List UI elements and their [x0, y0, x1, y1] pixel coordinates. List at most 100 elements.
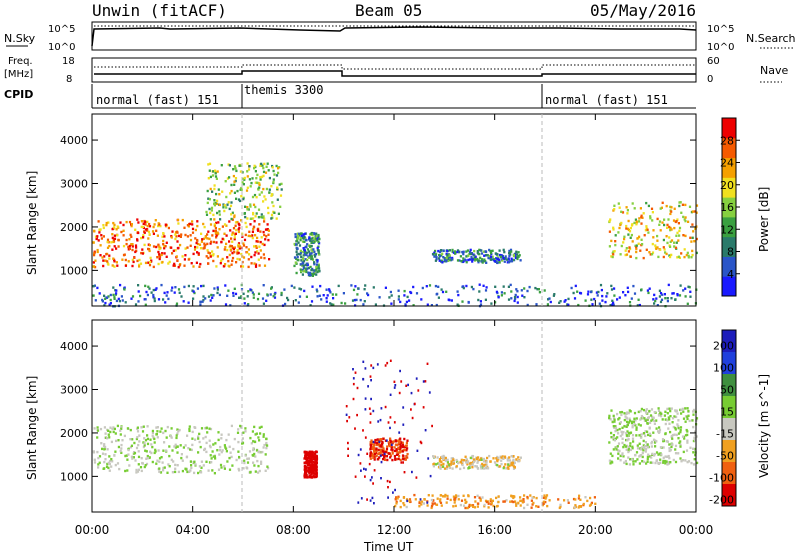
velocity-cell — [314, 475, 317, 478]
velocity-cell — [364, 397, 367, 400]
power-cell — [162, 239, 165, 243]
velocity-cell — [393, 380, 396, 383]
power-cell — [117, 245, 120, 248]
velocity-cell — [469, 504, 473, 507]
power-cell — [693, 240, 696, 243]
power-cell — [498, 249, 501, 252]
power-cell — [213, 204, 216, 207]
velocity-cell — [609, 462, 612, 465]
colorbar-swatch — [722, 197, 736, 218]
power-cell — [458, 250, 461, 254]
velocity-cell — [677, 419, 680, 422]
power-cell — [462, 252, 465, 256]
velocity-cell — [109, 430, 112, 434]
power-cell — [516, 301, 519, 304]
velocity-cell — [366, 452, 369, 455]
power-cell — [298, 287, 301, 290]
velocity-cell — [217, 438, 220, 442]
velocity-cell — [487, 467, 490, 470]
velocity-cell — [136, 426, 139, 429]
velocity-cell — [617, 452, 620, 455]
power-cell — [500, 291, 503, 294]
power-cell — [262, 187, 265, 191]
power-cell — [233, 246, 236, 249]
velocity-cell — [156, 430, 159, 433]
power-cell — [620, 210, 623, 213]
power-cell — [173, 262, 176, 266]
velocity-cell — [364, 408, 367, 411]
power-cell — [227, 201, 230, 204]
power-cell — [657, 255, 660, 259]
power-cell — [152, 293, 155, 297]
velocity-cell — [670, 407, 673, 410]
power-cell — [684, 219, 687, 223]
velocity-cell — [391, 448, 394, 452]
power-cell — [574, 284, 577, 288]
power-cell — [191, 289, 194, 292]
velocity-cell — [174, 470, 177, 474]
velocity-cell — [636, 447, 640, 450]
velocity-cell — [625, 462, 628, 466]
velocity-cell — [513, 495, 516, 498]
velocity-cell — [624, 445, 627, 448]
velocity-cell — [464, 506, 467, 510]
velocity-cell — [405, 441, 408, 445]
velocity-cell — [159, 430, 162, 433]
power-cell — [307, 271, 310, 274]
power-cell — [256, 250, 259, 253]
velocity-cell — [257, 471, 260, 474]
power-cell — [191, 223, 194, 226]
velocity-cell — [137, 463, 140, 466]
velocity-cell — [252, 440, 255, 443]
power-cell — [249, 205, 252, 208]
power-cell — [500, 294, 503, 297]
velocity-cell — [512, 500, 515, 504]
power-cell — [302, 247, 305, 250]
power-cell — [318, 237, 321, 241]
velocity-cell — [395, 449, 398, 453]
velocity-cell — [158, 467, 161, 470]
power-cell — [229, 192, 232, 195]
power-cell — [190, 262, 193, 265]
power-cell — [433, 255, 436, 258]
velocity-cell — [657, 430, 660, 433]
velocity-frame — [91, 319, 697, 513]
velocity-cell — [506, 459, 509, 462]
power-cell — [548, 297, 551, 300]
power-cell — [256, 297, 260, 301]
power-cell — [558, 301, 561, 304]
velocity-cell — [315, 472, 318, 475]
power-cell — [199, 247, 203, 250]
velocity-cell — [220, 433, 223, 436]
velocity-cell — [97, 456, 100, 460]
power-cell — [136, 259, 139, 263]
power-cell — [189, 238, 193, 242]
velocity-cell — [465, 461, 468, 464]
velocity-cell — [309, 465, 312, 468]
velocity-cell — [445, 501, 448, 504]
velocity-cell — [308, 453, 311, 456]
velocity-cell — [634, 460, 637, 463]
velocity-cell — [398, 441, 401, 444]
velocity-cell — [200, 471, 203, 474]
velocity-cell — [112, 426, 115, 429]
power-cell — [142, 222, 145, 225]
nsearch-tick-low: 10^0 — [707, 42, 734, 53]
power-cell — [263, 264, 267, 267]
power-cell — [476, 251, 479, 254]
power-cell — [173, 264, 176, 267]
velocity-cell — [653, 411, 656, 414]
power-cell — [131, 243, 134, 246]
velocity-cell — [163, 466, 166, 469]
power-cell — [313, 232, 316, 235]
power-cell — [689, 236, 692, 239]
velocity-cell — [476, 460, 480, 463]
velocity-cell — [154, 450, 157, 453]
velocity-cell — [212, 455, 215, 458]
power-cell — [133, 256, 136, 259]
power-cell — [215, 202, 219, 206]
power-cell — [262, 200, 265, 203]
power-cell — [94, 235, 98, 238]
velocity-cell — [625, 412, 628, 415]
velocity-cell — [446, 458, 449, 462]
